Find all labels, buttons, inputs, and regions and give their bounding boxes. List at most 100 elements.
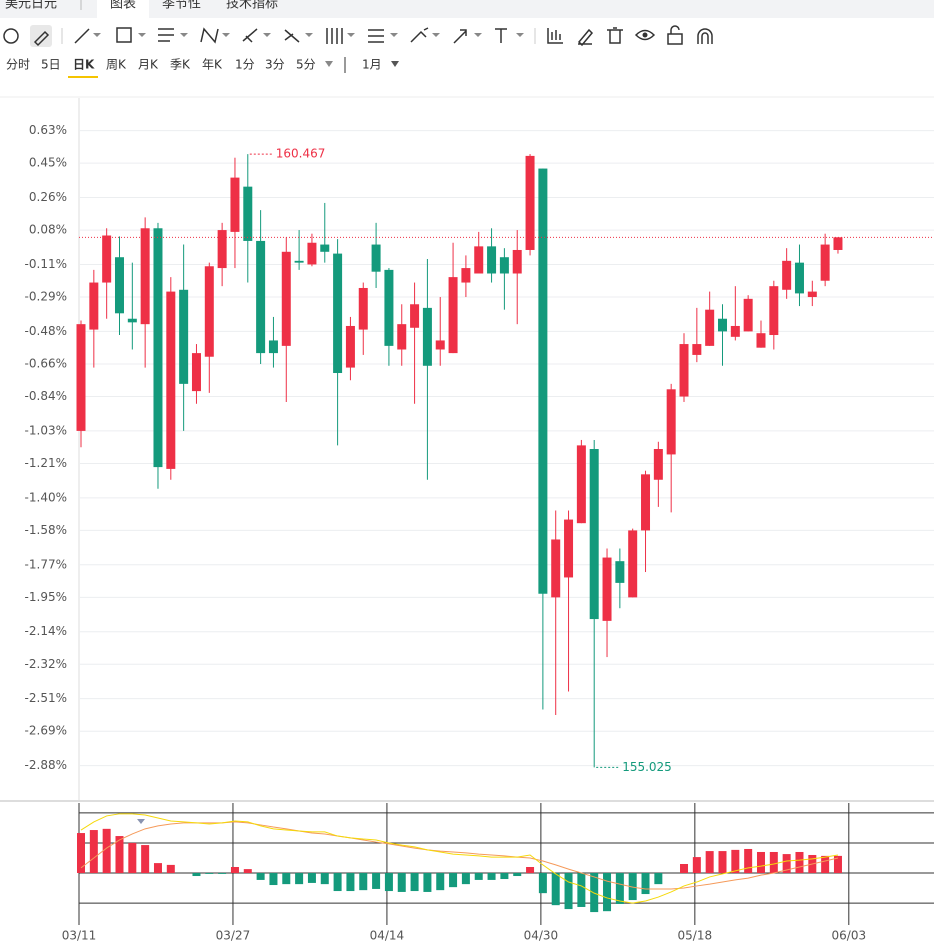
symbol: 美元日元	[5, 0, 57, 12]
caret[interactable]	[180, 33, 188, 37]
icon[interactable]	[495, 28, 507, 43]
caret[interactable]	[138, 33, 146, 37]
caret[interactable]	[474, 33, 482, 37]
icon[interactable]	[242, 28, 258, 43]
tab[interactable]: 技术指标	[226, 0, 278, 12]
icon[interactable]	[607, 27, 623, 44]
tab[interactable]: 季节性	[162, 0, 201, 12]
caret[interactable]	[432, 33, 440, 37]
icon[interactable]	[577, 28, 594, 47]
caret[interactable]	[516, 33, 524, 37]
icon[interactable]	[284, 29, 300, 43]
candle-body	[345, 325, 355, 368]
macd-bar	[756, 851, 765, 874]
macd-bar	[705, 851, 714, 874]
icon[interactable]	[368, 29, 384, 43]
y-tick-label: -0.84%	[25, 389, 67, 403]
icon[interactable]	[33, 30, 50, 47]
icon[interactable]	[116, 27, 132, 43]
macd-bar	[410, 873, 419, 892]
macd-bar	[577, 873, 586, 907]
icon[interactable]	[634, 29, 656, 41]
macd-bar	[256, 873, 265, 880]
candle-body	[230, 177, 240, 232]
x-tick-label: 03/11	[62, 929, 97, 943]
drawing-toolbar	[3, 25, 713, 47]
icon[interactable]	[410, 27, 429, 43]
icon[interactable]	[453, 29, 467, 44]
icon[interactable]	[3, 28, 19, 44]
icon[interactable]	[667, 25, 683, 45]
macd-bar	[282, 873, 291, 885]
caret[interactable]	[93, 33, 101, 37]
period-button[interactable]: 1分	[235, 58, 255, 72]
caret[interactable]	[222, 33, 230, 37]
macd-bar	[769, 851, 778, 874]
candle-body	[833, 237, 843, 250]
macd-bar	[115, 836, 124, 874]
caret[interactable]	[305, 33, 313, 37]
icon[interactable]	[326, 28, 343, 44]
y-tick-label: 0.26%	[29, 190, 67, 204]
candle-body	[281, 251, 291, 346]
caret[interactable]	[263, 33, 271, 37]
candle-body	[448, 277, 458, 354]
icon[interactable]	[697, 28, 713, 44]
candle-body	[268, 340, 278, 354]
candle-body	[127, 318, 137, 323]
candle-body	[397, 324, 407, 350]
tab-active[interactable]	[97, 0, 149, 18]
y-tick-label: -2.51%	[25, 691, 67, 705]
icon[interactable]	[547, 28, 563, 44]
candle-body	[615, 561, 625, 583]
x-tick-label: 04/14	[370, 929, 405, 943]
candle-body	[551, 539, 561, 598]
period-button[interactable]: 3分	[265, 58, 285, 72]
period-button[interactable]: 分时	[6, 58, 30, 72]
period-button[interactable]: 年K	[202, 58, 223, 72]
icon[interactable]	[158, 28, 174, 42]
y-tick-label: -2.32%	[25, 657, 67, 671]
macd-bar	[243, 869, 252, 874]
candle-body	[217, 230, 227, 269]
candle-body	[294, 260, 304, 263]
tab[interactable]: 图表	[110, 0, 136, 12]
macd-bar	[102, 828, 111, 874]
x-tick-label: 06/03	[832, 929, 867, 943]
macd-bar	[346, 873, 355, 892]
min-label: 155.025	[622, 760, 672, 774]
caret[interactable]	[391, 61, 399, 67]
candle-body	[512, 249, 522, 274]
period-button[interactable]: 5分	[296, 58, 316, 72]
candle-body	[794, 262, 804, 294]
caret[interactable]	[347, 33, 355, 37]
period-button[interactable]: 日K	[73, 58, 95, 72]
candle-body	[166, 291, 176, 469]
candle-body	[692, 344, 702, 355]
candle-body	[679, 344, 689, 397]
tab-bar	[0, 0, 934, 18]
macd-bar	[500, 873, 509, 880]
icon[interactable]	[642, 32, 648, 38]
macd-bar	[128, 842, 137, 874]
macd-bar	[141, 845, 150, 874]
caret[interactable]	[390, 33, 398, 37]
period-button[interactable]: 季K	[170, 58, 191, 72]
x-tick-label: 03/27	[216, 929, 251, 943]
y-tick-label: -0.29%	[25, 290, 67, 304]
period-button[interactable]: 5日	[41, 58, 61, 72]
macd-bar	[641, 873, 650, 895]
candle-body	[499, 257, 509, 274]
period-button[interactable]: 周K	[106, 58, 127, 72]
icon[interactable]	[74, 28, 90, 44]
candle-body	[243, 186, 253, 241]
macd-bar	[205, 873, 214, 874]
caret[interactable]	[325, 61, 333, 67]
period-bar: 分时 5日 日K 周K 月K 季K 年K 1分 3分 5分	[6, 58, 316, 78]
y-tick-label: -2.14%	[25, 624, 67, 638]
icon[interactable]	[200, 27, 219, 44]
candle-body	[153, 228, 163, 468]
period-button[interactable]: 月K	[138, 58, 159, 72]
range[interactable]: 1月	[362, 58, 382, 72]
